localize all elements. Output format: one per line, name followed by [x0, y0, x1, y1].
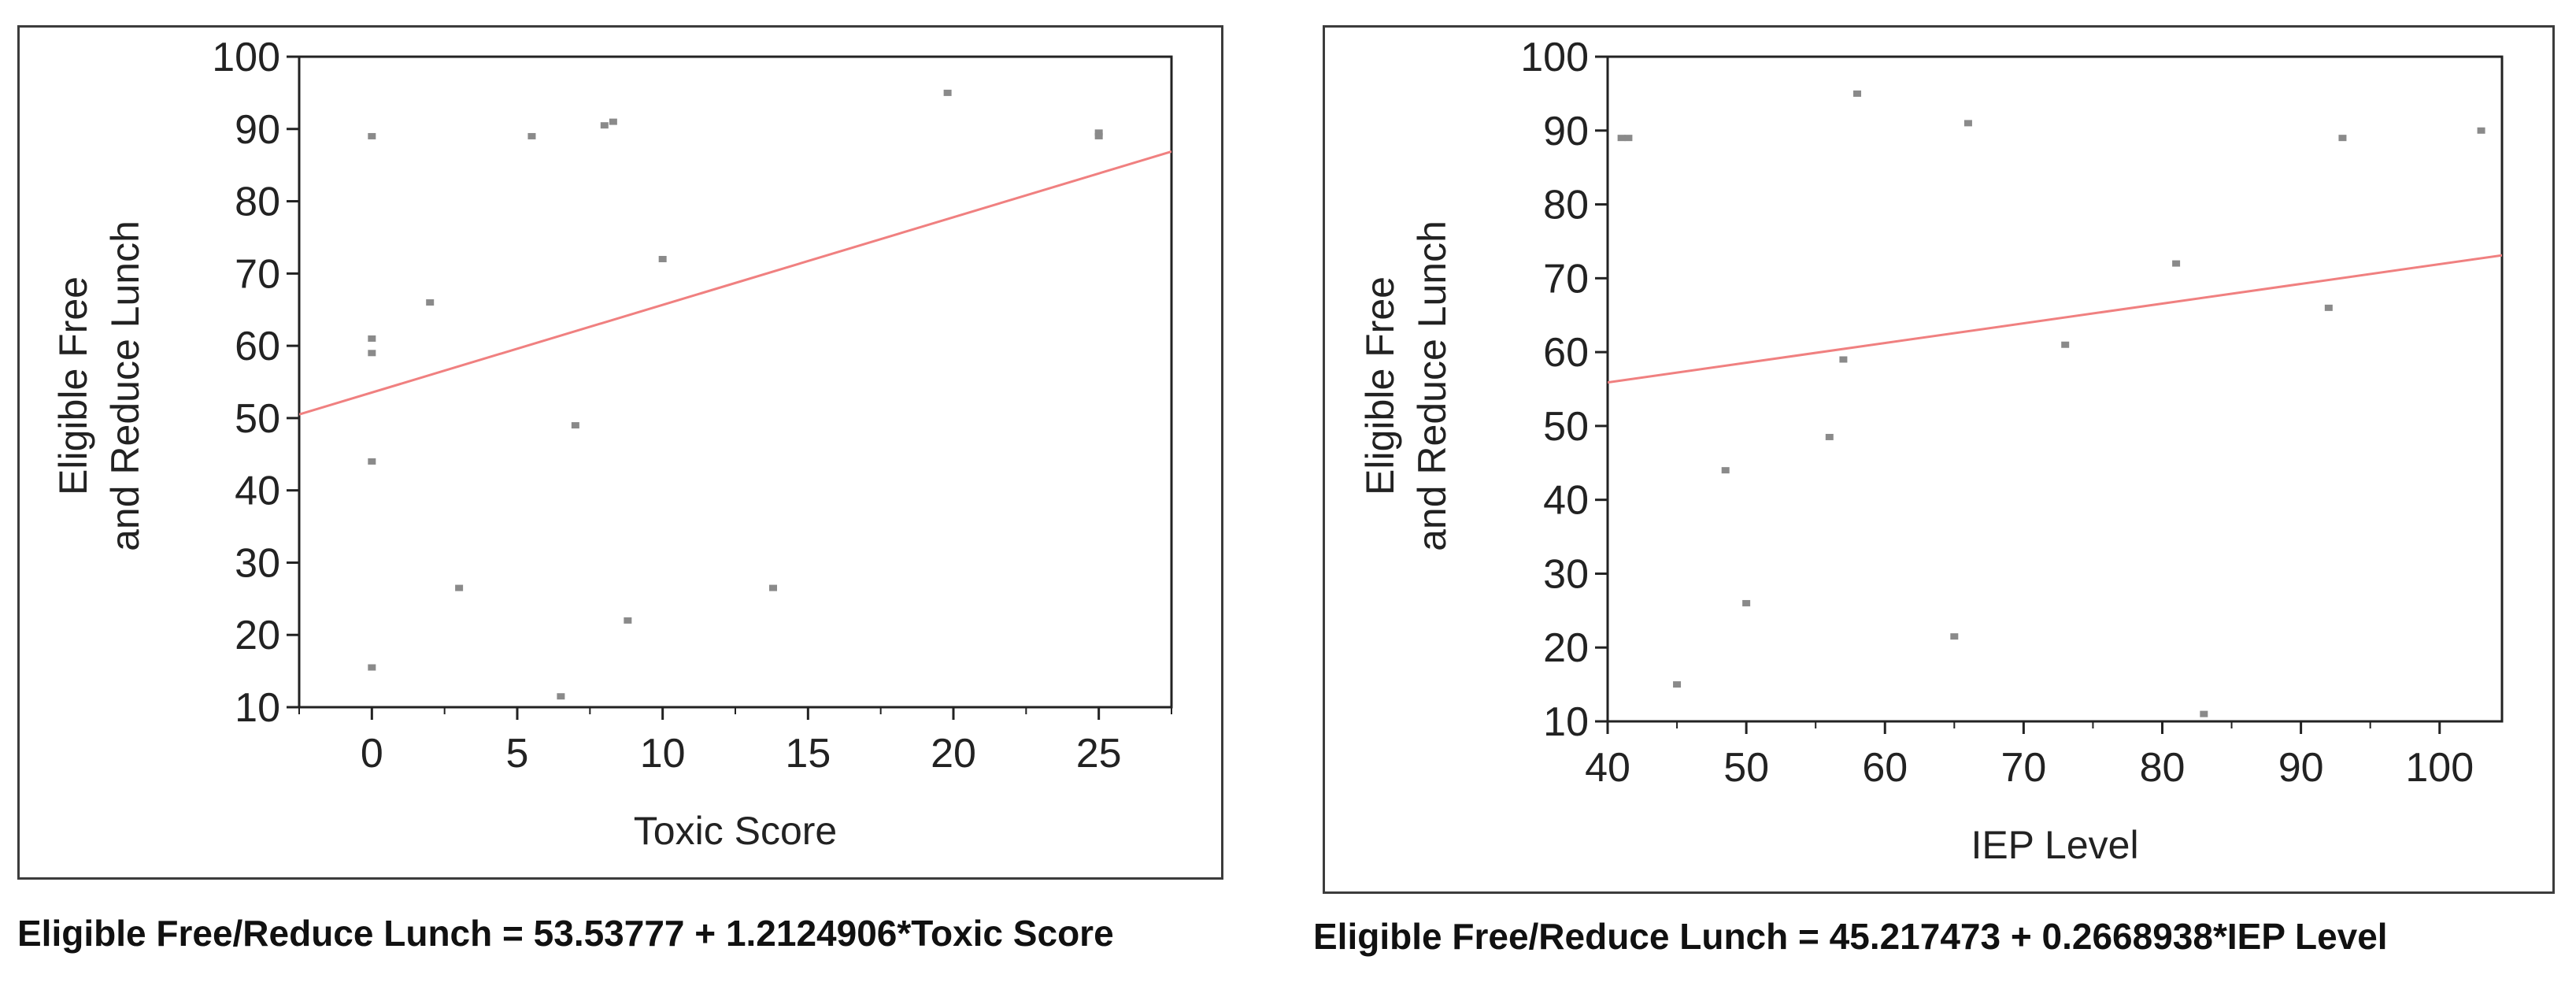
data-point-toxic-score — [658, 255, 667, 262]
chart-frame-iep-level — [1323, 25, 2555, 894]
x-axis-title-toxic-score: Toxic Score — [634, 809, 837, 853]
chart-frame-toxic-score — [17, 25, 1223, 880]
data-point-toxic-score — [571, 422, 579, 429]
plot-area-toxic-score — [298, 55, 1173, 709]
data-point-toxic-score — [1094, 132, 1103, 139]
data-point-toxic-score — [368, 664, 376, 671]
data-point-toxic-score — [455, 584, 464, 591]
data-point-toxic-score — [609, 118, 617, 125]
y-tick-label-toxic-score: 20 — [235, 613, 280, 658]
regression-equation-toxic-score: Eligible Free/Reduce Lunch = 53.53777 + … — [17, 913, 1114, 954]
y-tick-label-toxic-score: 90 — [235, 107, 280, 153]
regression-equation-iep-level: Eligible Free/Reduce Lunch = 45.217473 +… — [1313, 916, 2388, 957]
x-tick-label-toxic-score: 15 — [785, 731, 831, 776]
data-point-toxic-score — [527, 132, 536, 139]
data-point-toxic-score — [426, 299, 435, 306]
x-tick-label-toxic-score: 10 — [640, 731, 686, 776]
data-point-toxic-score — [368, 350, 376, 357]
data-point-toxic-score — [769, 584, 778, 591]
x-tick-label-toxic-score: 5 — [506, 731, 529, 776]
data-point-toxic-score — [368, 132, 376, 139]
y-tick-label-toxic-score: 80 — [235, 180, 280, 225]
regression-line-toxic-score — [299, 150, 1171, 416]
data-point-toxic-score — [600, 122, 609, 129]
y-tick-label-toxic-score: 40 — [235, 469, 280, 514]
x-tick-label-toxic-score: 0 — [361, 731, 383, 776]
data-point-toxic-score — [624, 617, 632, 624]
y-tick-label-toxic-score: 70 — [235, 251, 280, 297]
y-axis-title-line-toxic-score: Eligible Free — [51, 276, 95, 495]
y-tick-label-toxic-score: 30 — [235, 540, 280, 586]
y-axis-title-line-toxic-score: and Reduce Lunch — [103, 221, 147, 551]
data-point-toxic-score — [557, 693, 565, 700]
y-tick-label-toxic-score: 100 — [212, 35, 280, 80]
data-point-toxic-score — [368, 335, 376, 342]
data-point-toxic-score — [1094, 129, 1103, 136]
y-tick-label-toxic-score: 50 — [235, 396, 280, 442]
y-axis-title-toxic-score: Eligible Free and Reduce Lunch — [51, 221, 147, 551]
y-tick-label-toxic-score: 60 — [235, 324, 280, 369]
x-tick-label-toxic-score: 20 — [931, 731, 976, 776]
data-point-toxic-score — [943, 89, 952, 96]
y-tick-label-toxic-score: 10 — [235, 685, 280, 731]
data-point-toxic-score — [368, 458, 376, 465]
x-tick-label-toxic-score: 25 — [1076, 731, 1122, 776]
